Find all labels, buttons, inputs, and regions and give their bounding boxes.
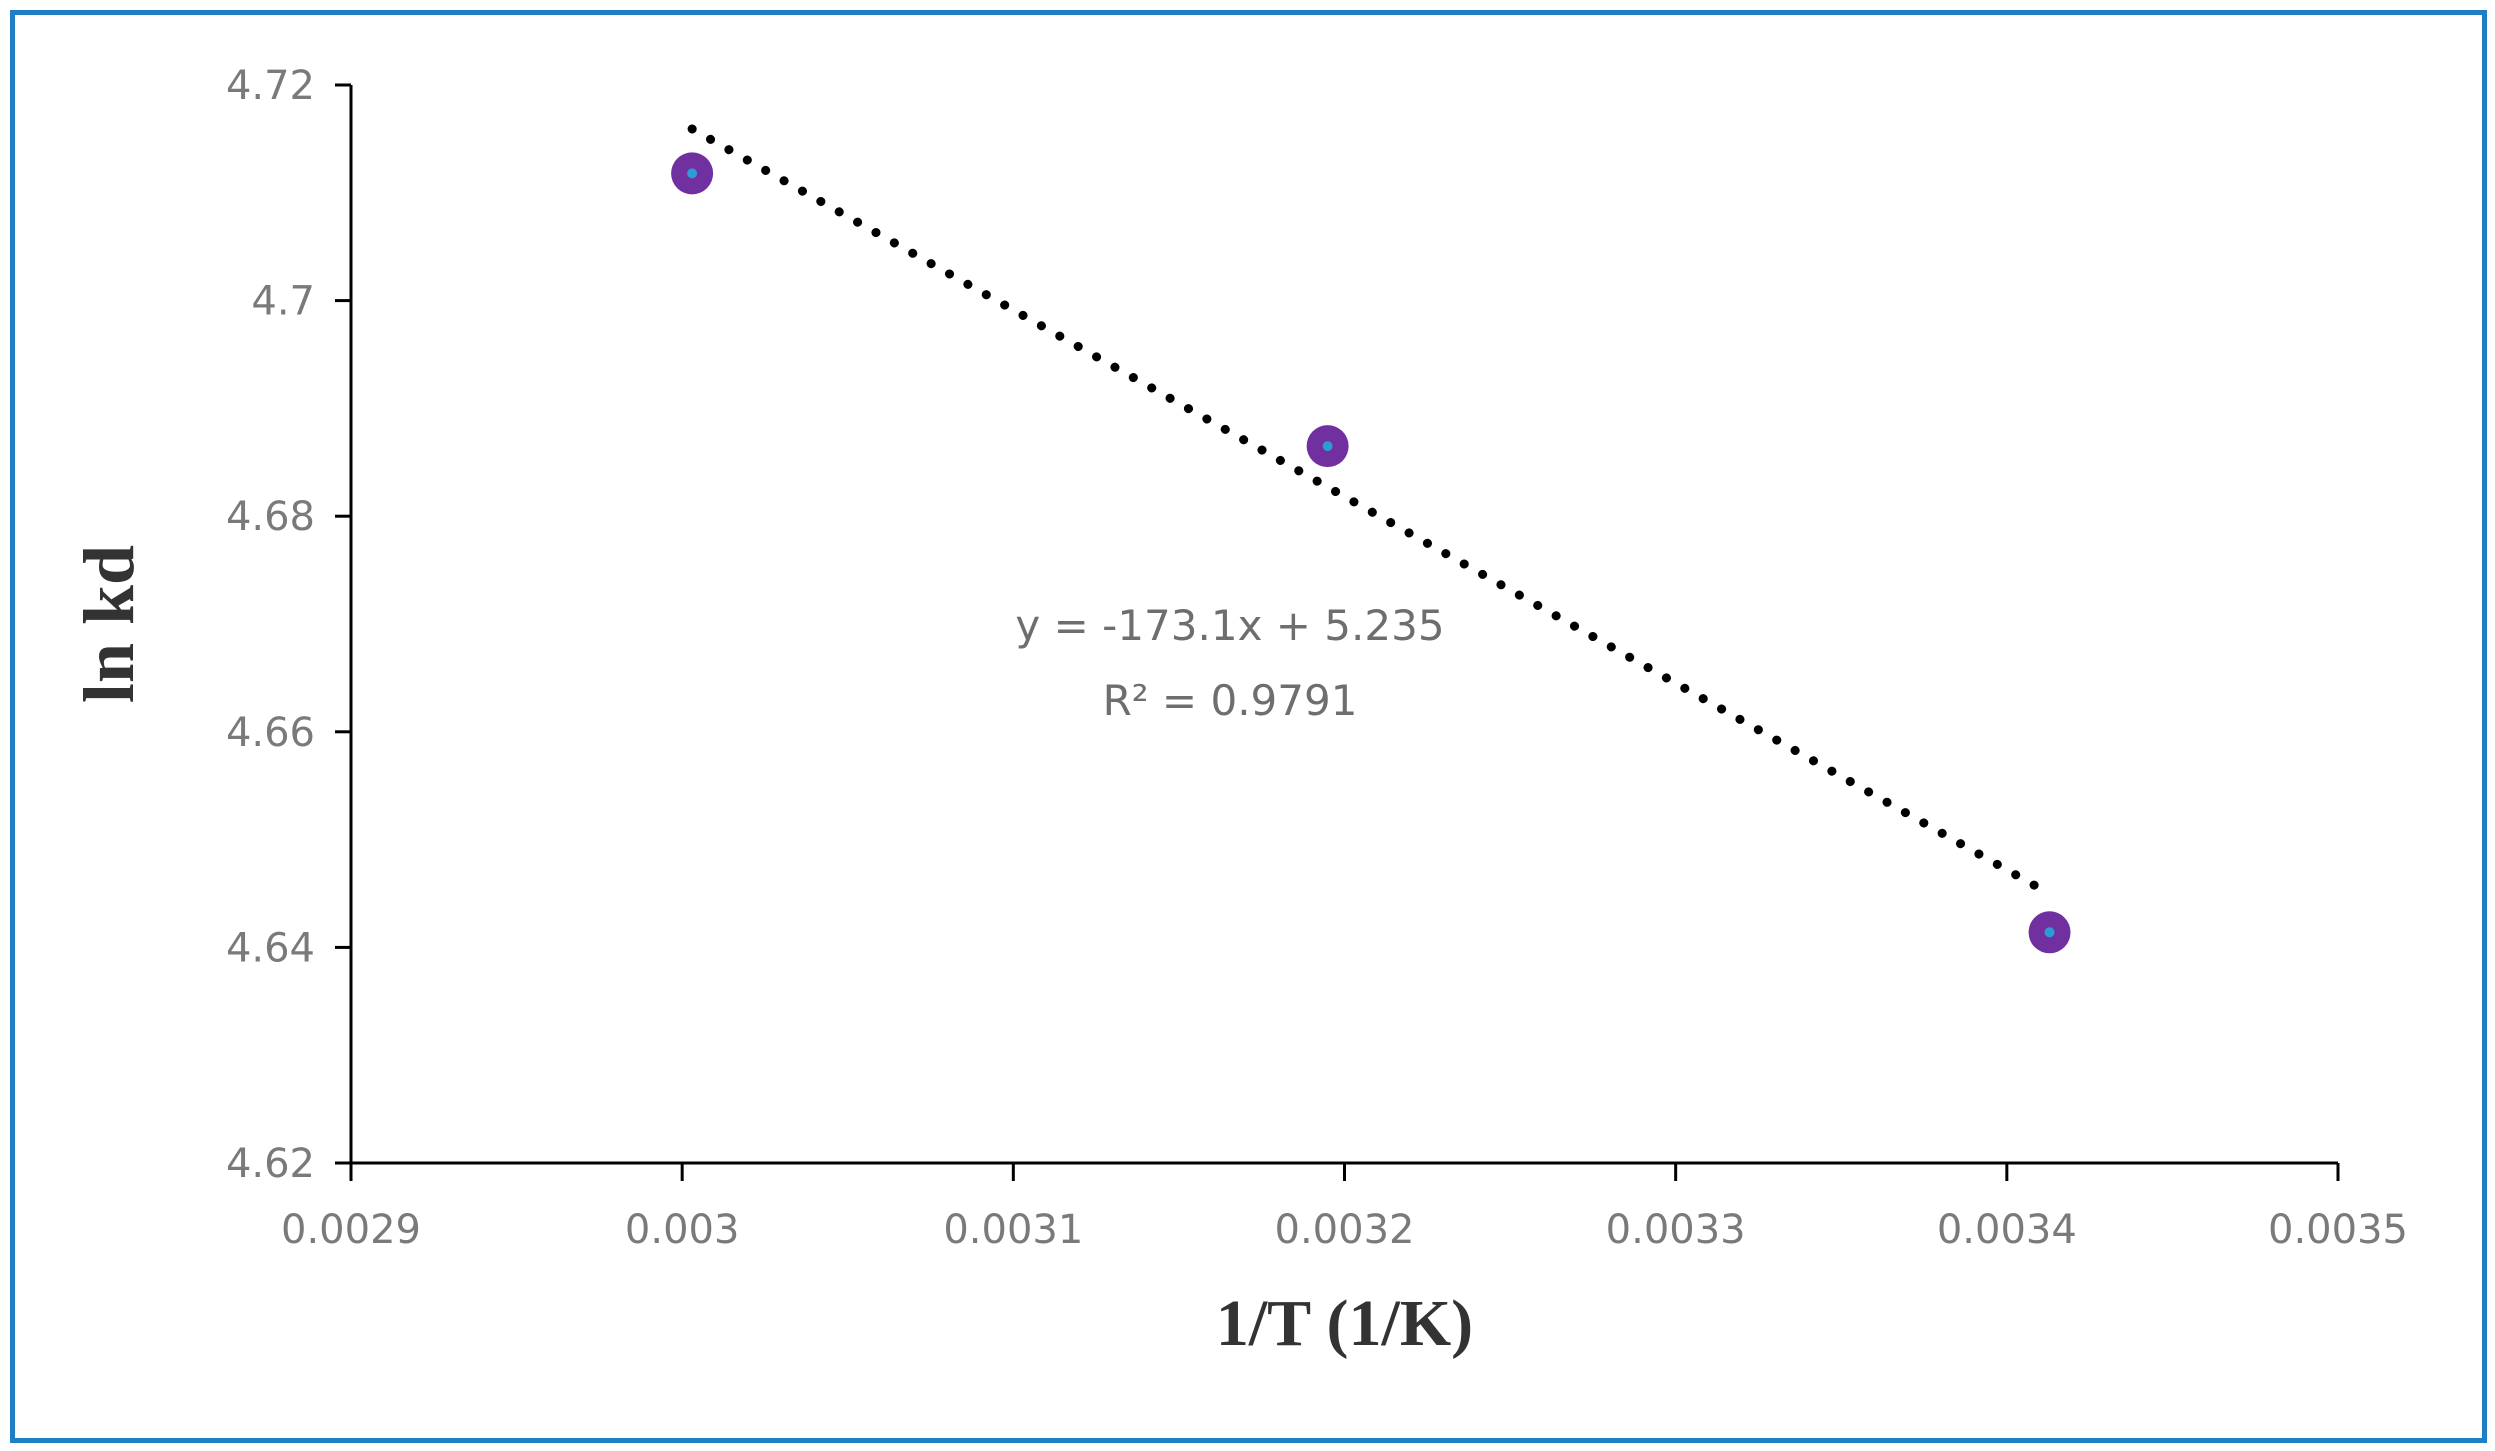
chart-frame: 4.62 4.64 4.66 4.68 4.7 4.72 0.0029 0.003 0.003… bbox=[10, 10, 2487, 1443]
trendline-r-squared: R² = 0.9791 bbox=[1103, 676, 1358, 725]
x-tick-label: 0.0033 bbox=[1606, 1207, 1746, 1253]
x-tick-label: 0.0029 bbox=[281, 1207, 421, 1253]
data-point-center bbox=[687, 168, 698, 179]
data-point bbox=[1306, 425, 1349, 468]
data-point-center bbox=[1322, 441, 1333, 452]
x-ticks: 0.0029 0.003 0.0031 0.0032 0.0033 0.0034 0.003… bbox=[281, 1163, 2408, 1253]
y-ticks: 4.62 4.64 4.66 4.68 4.7 4.72 bbox=[226, 63, 351, 1187]
data-point bbox=[671, 152, 714, 195]
x-tick-label: 0.003 bbox=[625, 1207, 740, 1253]
data-point-center bbox=[2044, 927, 2055, 938]
data-point bbox=[2028, 911, 2071, 954]
data-points bbox=[671, 152, 2071, 954]
trendline bbox=[687, 124, 2055, 899]
y-tick-label: 4.64 bbox=[226, 925, 315, 971]
y-tick-label: 4.66 bbox=[226, 710, 315, 756]
scatter-chart: 4.62 4.64 4.66 4.68 4.7 4.72 0.0029 0.003 0.003… bbox=[69, 63, 2408, 1360]
y-axis-title: ln kd bbox=[69, 545, 149, 703]
x-tick-label: 0.0034 bbox=[1937, 1207, 2077, 1253]
trendline-equation: y = -173.1x + 5.235 bbox=[1015, 601, 1444, 650]
y-tick-label: 4.7 bbox=[251, 279, 315, 325]
y-tick-label: 4.72 bbox=[226, 63, 315, 109]
trendline-path bbox=[687, 124, 2055, 899]
x-tick-label: 0.0032 bbox=[1275, 1207, 1415, 1253]
x-axis-title: 1/T (1/K) bbox=[1216, 1287, 1473, 1360]
x-tick-label: 0.0035 bbox=[2268, 1207, 2408, 1253]
x-tick-label: 0.0031 bbox=[943, 1207, 1083, 1253]
y-tick-label: 4.62 bbox=[226, 1141, 315, 1187]
y-tick-label: 4.68 bbox=[226, 494, 315, 540]
